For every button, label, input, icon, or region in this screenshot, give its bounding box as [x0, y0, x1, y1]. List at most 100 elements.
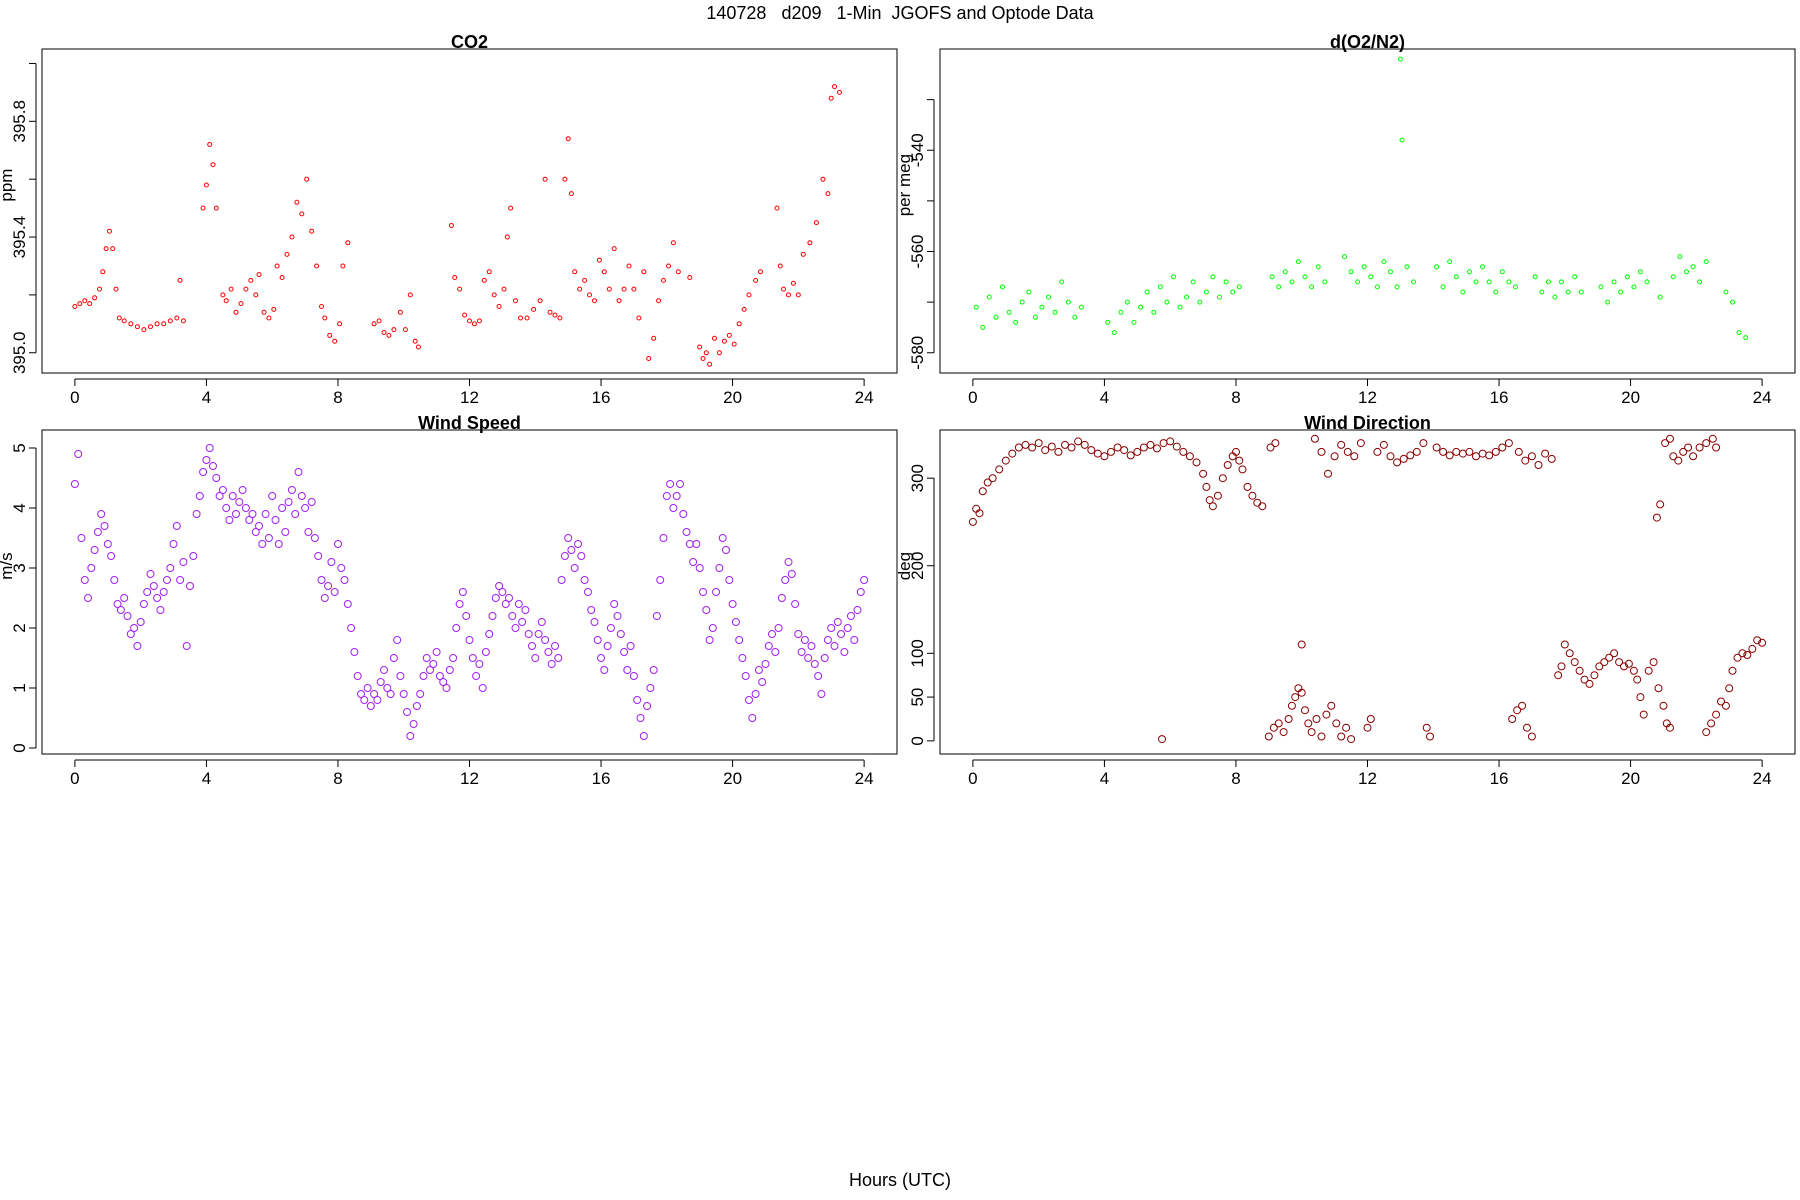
- data-point: [518, 315, 523, 321]
- data-point: [110, 576, 119, 584]
- data-point: [93, 528, 102, 536]
- data-point: [1080, 440, 1089, 449]
- data-point: [289, 234, 295, 240]
- data-point: [1342, 723, 1351, 732]
- data-point: [1406, 451, 1415, 460]
- data-point: [505, 594, 513, 602]
- data-point: [1486, 279, 1492, 285]
- data-point: [317, 576, 326, 584]
- data-point: [978, 487, 987, 496]
- x-tick-label: 24: [1753, 388, 1772, 407]
- data-point: [771, 648, 780, 656]
- data-point: [1144, 289, 1150, 295]
- data-point: [610, 600, 619, 608]
- data-point: [1547, 454, 1556, 463]
- data-point: [511, 624, 520, 632]
- data-point: [113, 600, 122, 608]
- data-point: [1379, 440, 1388, 449]
- data-point: [1712, 443, 1721, 452]
- data-point: [465, 636, 474, 644]
- data-point: [501, 600, 510, 608]
- data-point: [828, 95, 834, 101]
- data-point: [1307, 728, 1316, 737]
- data-point: [817, 690, 826, 698]
- data-point: [1712, 710, 1721, 719]
- data-point: [1366, 715, 1375, 723]
- data-point: [1527, 732, 1536, 741]
- data-point: [1269, 723, 1278, 732]
- data-point: [1332, 719, 1341, 728]
- data-point: [1363, 723, 1372, 732]
- data-point: [399, 690, 408, 698]
- data-point: [1172, 442, 1181, 451]
- data-point: [100, 269, 106, 275]
- data-point: [279, 275, 285, 280]
- data-point: [736, 321, 742, 327]
- series-points: [70, 444, 869, 740]
- data-point: [1595, 662, 1604, 671]
- data-point: [692, 540, 701, 548]
- data-point: [726, 332, 732, 338]
- data-point: [567, 546, 576, 554]
- data-point: [1107, 447, 1115, 456]
- data-point: [1598, 284, 1604, 290]
- panel-co2: CO2 0 4 8 12 16 20 24 395.0 395.4 395.8 ppm: [0, 32, 898, 407]
- data-point: [1032, 314, 1038, 320]
- data-point: [1717, 697, 1725, 706]
- data-point: [1348, 269, 1354, 275]
- data-point: [1498, 443, 1507, 452]
- data-point: [697, 344, 703, 350]
- data-point: [685, 540, 694, 548]
- data-point: [1179, 447, 1188, 456]
- data-point: [1133, 447, 1142, 456]
- data-point: [452, 624, 461, 632]
- data-point: [572, 269, 578, 275]
- data-point: [1478, 449, 1487, 458]
- data-point: [1253, 498, 1262, 507]
- data-point: [205, 444, 214, 452]
- data-point: [149, 582, 158, 590]
- data-point: [774, 624, 783, 632]
- data-point: [1266, 443, 1275, 452]
- data-point: [847, 612, 855, 620]
- data-point: [159, 588, 168, 596]
- data-point: [1158, 735, 1166, 744]
- data-point: [1000, 284, 1005, 290]
- data-point: [1440, 284, 1446, 290]
- data-point: [626, 263, 632, 269]
- data-point: [1197, 299, 1203, 305]
- data-point: [661, 277, 666, 283]
- data-point: [968, 517, 977, 526]
- y-axis-label: m/s: [0, 552, 16, 579]
- data-point: [248, 510, 257, 518]
- data-point: [402, 327, 408, 333]
- y-tick-label: 395.4: [10, 216, 29, 259]
- data-point: [1397, 56, 1403, 62]
- data-point: [1534, 461, 1543, 469]
- data-point: [1453, 274, 1459, 280]
- data-point: [243, 286, 249, 292]
- data-point: [1670, 274, 1676, 280]
- data-point: [110, 246, 116, 252]
- data-point: [514, 600, 523, 608]
- x-tick-label: 24: [855, 388, 874, 407]
- data-point: [679, 510, 688, 518]
- data-point: [1618, 289, 1624, 295]
- data-point: [804, 654, 813, 662]
- data-point: [373, 696, 382, 704]
- data-point: [192, 510, 201, 518]
- x-tick-label: 12: [1358, 769, 1377, 788]
- data-point: [294, 199, 300, 205]
- data-point: [130, 624, 139, 632]
- data-point: [1426, 732, 1434, 741]
- data-point: [1100, 452, 1109, 461]
- data-point: [753, 277, 759, 283]
- data-point: [1381, 259, 1387, 265]
- data-point: [820, 176, 826, 182]
- data-point: [616, 630, 625, 638]
- data-point: [169, 540, 178, 548]
- data-point: [314, 552, 323, 560]
- data-point: [1236, 284, 1242, 290]
- data-point: [1322, 279, 1328, 285]
